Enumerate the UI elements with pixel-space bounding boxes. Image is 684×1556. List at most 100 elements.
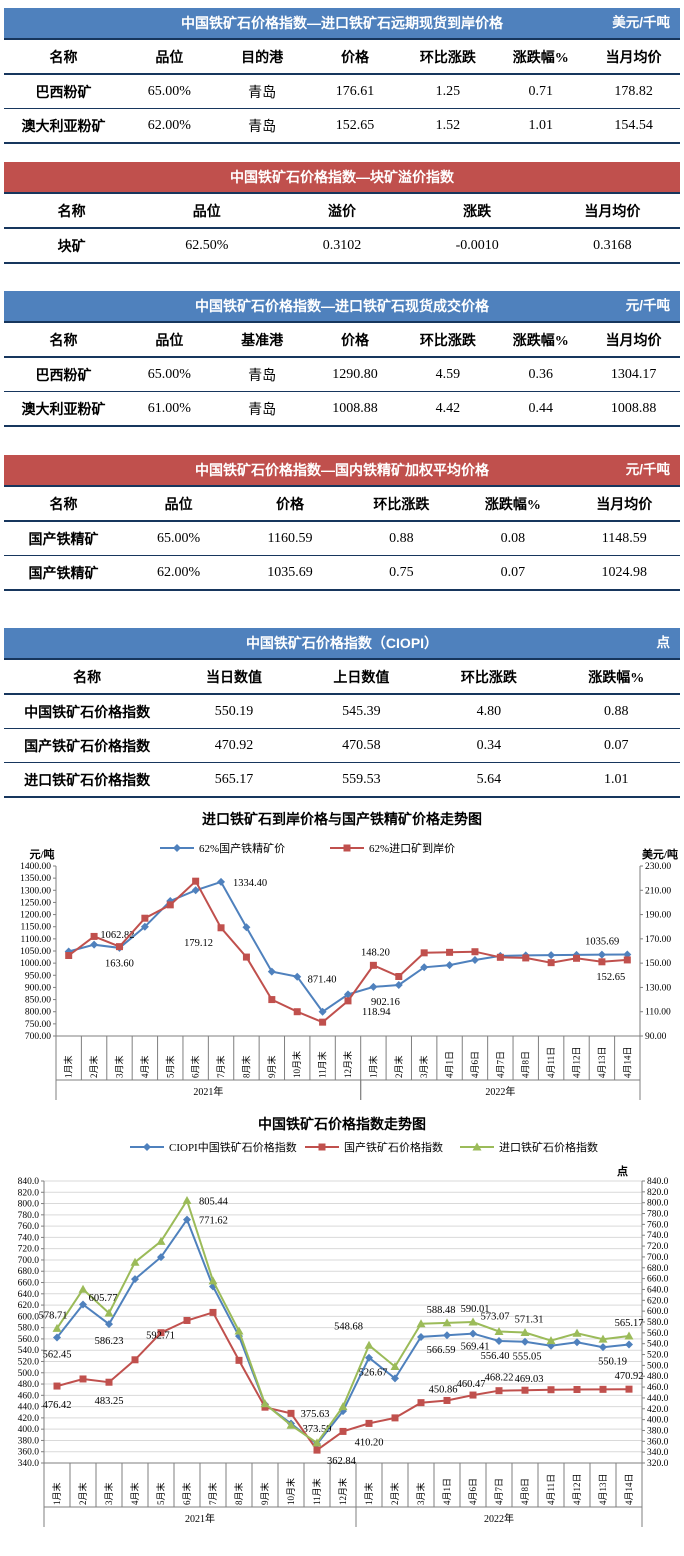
series-marker-diamond <box>547 951 556 960</box>
cell: 470.58 <box>342 737 381 753</box>
series-marker-diamond <box>166 896 175 905</box>
x-category-label: 2月末 <box>77 1482 88 1505</box>
table-row: 澳大利亚粉矿 61.00% 青岛 1008.88 4.42 0.44 1008.88 <box>4 392 680 426</box>
series-marker-square <box>420 949 428 957</box>
series-marker-square <box>495 1387 503 1395</box>
left-tick-label: 360.0 <box>18 1448 40 1458</box>
series-marker-triangle <box>286 1420 296 1429</box>
right-tick-label: 420.0 <box>647 1405 669 1415</box>
series-marker-diamond <box>157 1253 165 1262</box>
right-tick-label: 440.0 <box>647 1394 669 1404</box>
cell: 65.00% <box>157 530 201 546</box>
right-tick-label: 360.0 <box>647 1437 669 1447</box>
x-category-label: 12月末 <box>337 1478 348 1505</box>
series-marker-triangle <box>182 1195 192 1204</box>
table-header: 名称 品位 价格 环比涨跌 涨跌幅% 当月均价 <box>4 486 680 521</box>
series-marker-triangle <box>234 1326 244 1335</box>
column-header: 品位 <box>192 204 221 220</box>
left-tick-label: 580.0 <box>18 1324 40 1334</box>
series-marker-diamond <box>267 967 276 976</box>
series-marker-square <box>242 953 250 961</box>
right-tick-label: 210.00 <box>645 886 671 896</box>
column-header: 价格 <box>341 333 370 349</box>
left-tick-label: 540.0 <box>18 1346 40 1356</box>
left-tick-label: 480.0 <box>18 1380 40 1390</box>
column-header: 名称 <box>49 333 78 349</box>
column-header: 环比涨跌 <box>419 50 476 66</box>
left-tick-label: 1300.00 <box>20 886 51 896</box>
data-label: 1035.69 <box>585 936 619 947</box>
series-marker-diamond <box>521 1337 529 1346</box>
series-marker-square <box>547 959 555 967</box>
series-marker-square <box>319 1018 327 1026</box>
left-tick-label: 600.0 <box>18 1312 40 1322</box>
series-marker-diamond <box>183 1215 191 1224</box>
cell: 0.88 <box>604 703 629 719</box>
data-label: 556.40 <box>481 1351 510 1362</box>
series-marker-diamond <box>547 1341 555 1350</box>
cell: 青岛 <box>248 119 277 135</box>
x-category-label: 4月末 <box>129 1482 140 1505</box>
series-marker-diamond <box>90 940 99 949</box>
table-title-bar: 中国铁矿石价格指数—进口铁矿石现货成交价格 元/千吨 <box>4 291 680 321</box>
cell: 0.36 <box>528 366 553 382</box>
cell: 178.82 <box>614 83 653 99</box>
price-table: 名称 品位 溢价 涨跌 当月均价 块矿 62.50% 0.3102 -0.0010 0.3168 <box>4 192 680 264</box>
cell: 中国铁矿石价格指数 <box>24 705 151 721</box>
point-unit-label: 点 <box>617 1164 628 1178</box>
column-header: 环比涨跌 <box>419 333 476 349</box>
series-marker-diamond <box>217 877 226 886</box>
cell: 0.3102 <box>322 237 362 253</box>
cell: 巴西粉矿 <box>35 368 92 384</box>
series-marker-square <box>339 1427 347 1435</box>
right-tick-label: 820.0 <box>647 1188 669 1198</box>
table-unit-label: 美元/千吨 <box>612 15 670 30</box>
data-label: 771.62 <box>199 1216 228 1227</box>
x-category-label: 4月6日 <box>470 1051 480 1078</box>
right-tick-label: 580.0 <box>647 1318 669 1328</box>
chart-import-vs-domestic-trend: 进口铁矿石到岸价格与国产铁精矿价格走势图元/吨 美元/吨 62%国产铁精矿价 62%进… <box>0 808 684 1109</box>
series-marker-square <box>313 1446 321 1454</box>
column-header: 涨跌幅% <box>588 670 645 686</box>
chart-legend: 62%国产铁精矿价 62%进口矿到岸价 <box>160 841 455 855</box>
series-marker-diamond <box>53 1333 61 1342</box>
cell: 进口铁矿石价格指数 <box>24 773 151 789</box>
x-category-label: 6月末 <box>181 1482 192 1505</box>
x-category-label: 4月11日 <box>546 1047 556 1078</box>
left-tick-label: 560.0 <box>18 1335 40 1345</box>
series-marker-triangle <box>78 1284 88 1293</box>
data-label: 469.03 <box>515 1374 544 1385</box>
x-category-label: 4月8日 <box>520 1478 530 1505</box>
x-category-label: 1月末 <box>63 1055 74 1078</box>
column-header: 名称 <box>49 50 78 66</box>
left-tick-label: 400.0 <box>18 1425 40 1435</box>
series-marker-square <box>287 1409 295 1417</box>
series-marker-triangle <box>156 1236 166 1245</box>
series-marker-square <box>522 954 530 962</box>
left-tick-label: 1350.00 <box>20 874 51 884</box>
data-label: 565.17 <box>615 1318 644 1329</box>
data-label: 148.20 <box>361 947 390 958</box>
price-table: 名称 品位 价格 环比涨跌 涨跌幅% 当月均价 国产铁精矿 65.00% 1160.59 0.88… <box>4 485 680 591</box>
right-tick-label: 620.0 <box>647 1296 669 1306</box>
x-category-label: 2月末 <box>393 1055 404 1078</box>
series-marker-square <box>343 844 351 852</box>
cell: 65.00% <box>147 366 191 382</box>
left-tick-label: 680.0 <box>18 1267 40 1277</box>
series-marker-diamond <box>143 1143 151 1151</box>
series-marker-diamond <box>625 1340 633 1349</box>
series-marker-diamond <box>173 844 181 852</box>
left-tick-label: 740.0 <box>18 1233 40 1243</box>
year-group-label: 2022年 <box>484 1512 514 1525</box>
series-marker-square <box>192 877 200 885</box>
x-category-label: 2月末 <box>389 1482 400 1505</box>
cell: 青岛 <box>248 402 277 418</box>
data-label: 1334.40 <box>233 878 267 889</box>
x-category-label: 5月末 <box>155 1482 166 1505</box>
table-header: 名称 品位 目的港 价格 环比涨跌 涨跌幅% 当月均价 <box>4 39 680 74</box>
cell: 巴西粉矿 <box>35 85 92 101</box>
year-group-label: 2021年 <box>193 1085 223 1098</box>
table-header-row: 名称 品位 溢价 涨跌 当月均价 <box>4 193 680 228</box>
right-tick-label: 340.0 <box>647 1448 669 1458</box>
